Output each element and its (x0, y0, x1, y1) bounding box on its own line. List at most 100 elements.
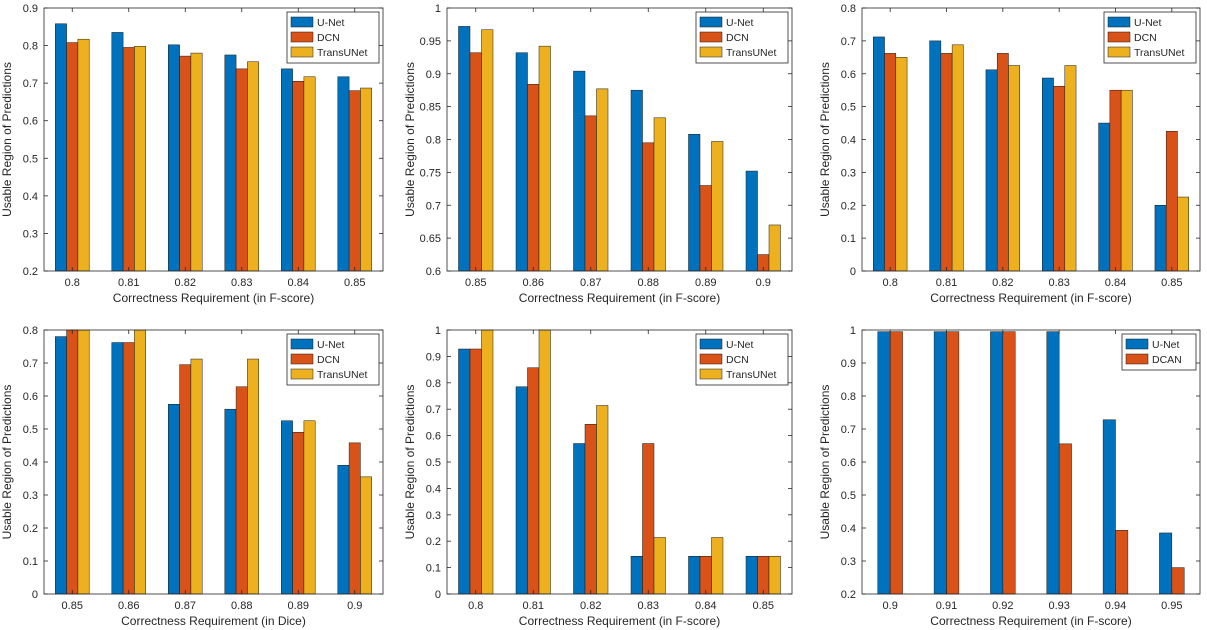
chart-3: 0 0.1 0.2 0.3 0.4 0.5 0.6 0.7 0.8 0.8 0.81 0.82 0.83… (818, 3, 1201, 305)
y-tick-label: 0.6 (841, 457, 856, 469)
bar-u-net-5 (337, 76, 350, 272)
bar-transunet-0 (895, 57, 908, 272)
y-tick-label: 0.65 (420, 233, 441, 245)
legend-swatch-dcan (1125, 353, 1149, 365)
y-tick-label: 0.4 (426, 483, 441, 495)
chart-panel-6: 0.2 0.3 0.4 0.5 0.6 0.7 0.8 0.9 1 0.9 0.91 0.92 0.93… (812, 315, 1207, 630)
bar-u-net-1 (111, 342, 124, 595)
y-tick-label: 0 (435, 589, 441, 601)
bar-transunet-1 (134, 46, 146, 272)
bar-transunet-1 (538, 45, 551, 272)
x-tick-label: 0.8 (468, 600, 483, 612)
bar-transunet-5 (768, 556, 781, 595)
legend-label-transunet: TransUNet (1134, 47, 1184, 59)
bar-dcn-0 (884, 53, 897, 272)
x-tick-label: 0.89 (695, 277, 716, 289)
y-tick-label: 0.7 (841, 424, 856, 436)
bar-u-net-0 (877, 331, 891, 595)
bar-dcn-1 (940, 53, 953, 272)
bar-u-net-5 (745, 170, 758, 272)
bar-u-net-2 (990, 331, 1004, 595)
y-tick-label: 0.8 (841, 391, 856, 403)
y-tick-label: 0.75 (420, 167, 441, 179)
bar-u-net-3 (224, 54, 237, 272)
bar-transunet-5 (1177, 196, 1189, 272)
x-tick-label: 0.84 (695, 600, 716, 612)
bar-transunet-3 (653, 537, 666, 595)
x-tick-label: 0.85 (62, 600, 83, 612)
x-tick-label: 0.87 (175, 600, 196, 612)
x-tick-label: 0.89 (288, 600, 309, 612)
bar-transunet-5 (360, 476, 372, 595)
bar-dcn-3 (1053, 85, 1066, 272)
y-tick-label: 0.7 (426, 200, 441, 212)
x-tick-label: 0.84 (1105, 277, 1126, 289)
bar-u-net-3 (630, 89, 643, 272)
bar-transunet-2 (596, 88, 609, 272)
y-tick-label: 0.7 (426, 404, 441, 416)
x-axis-title: Correctness Requirement (in F-score) (519, 614, 720, 628)
bar-transunet-0 (481, 329, 494, 595)
chart-panel-5: 0 0.1 0.2 0.3 0.4 0.5 0.6 0.7 0.8 0.9 1 0.8 0.81 0.82… (400, 315, 800, 630)
bar-u-net-1 (933, 331, 947, 595)
bar-transunet-0 (481, 29, 494, 272)
y-axis-title: Usable Region of Predictions (818, 385, 832, 540)
x-tick-label: 0.83 (231, 277, 252, 289)
y-tick-label: 0.5 (23, 153, 38, 165)
x-tick-label: 0.91 (936, 600, 957, 612)
bar-dcan-0 (889, 331, 903, 595)
x-axis-title: Correctness Requirement (in F-score) (113, 291, 314, 305)
bar-dcn-2 (584, 115, 597, 272)
bar-transunet-4 (711, 141, 724, 272)
x-tick-label: 0.87 (580, 277, 601, 289)
x-tick-label: 0.95 (1161, 600, 1182, 612)
legend-swatch-transunet (699, 46, 723, 58)
x-tick-label: 0.8 (883, 277, 898, 289)
legend-label-dcn: DCN (726, 32, 749, 44)
legend-swatch-u-net (699, 338, 723, 350)
bar-dcn-3 (642, 443, 655, 595)
bar-dcn-1 (527, 367, 540, 595)
x-tick-label: 0.9 (883, 600, 898, 612)
bar-u-net-5 (745, 556, 758, 595)
bar-u-net-0 (55, 336, 67, 595)
y-tick-label: 0.7 (23, 358, 38, 370)
legend-label-dcn: DCN (726, 354, 749, 366)
x-tick-label: 0.86 (118, 600, 139, 612)
legend-swatch-dcn (699, 31, 723, 43)
y-tick-label: 0.9 (426, 351, 441, 363)
bar-transunet-2 (596, 405, 609, 595)
bar-transunet-4 (303, 76, 316, 272)
y-tick-label: 0.1 (23, 556, 38, 568)
legend-label-transunet: TransUNet (317, 47, 367, 59)
bar-u-net-5 (337, 465, 350, 595)
x-tick-label: 0.85 (1161, 277, 1182, 289)
bar-u-net-3 (1042, 77, 1054, 272)
bar-u-net-1 (929, 40, 942, 272)
x-tick-label: 0.93 (1048, 600, 1069, 612)
y-axis-title: Usable Region of Predictions (0, 385, 14, 540)
legend-label-u-net: U-Net (1152, 339, 1180, 351)
x-tick-label: 0.82 (580, 600, 601, 612)
bar-u-net-2 (573, 443, 586, 595)
legend-label-dcn: DCN (1134, 32, 1157, 44)
x-tick-label: 0.81 (523, 600, 544, 612)
legend-swatch-dcn (699, 353, 723, 365)
bar-dcan-3 (1058, 443, 1072, 595)
legend-label-dcn: DCN (317, 32, 340, 44)
bar-dcn-5 (348, 442, 361, 595)
y-tick-label: 1 (850, 325, 856, 337)
y-tick-label: 0.8 (426, 135, 441, 147)
bar-u-net-4 (688, 133, 701, 272)
y-tick-label: 0.7 (841, 36, 856, 48)
bar-dcn-4 (292, 432, 305, 595)
legend-swatch-transunet (290, 46, 314, 58)
y-tick-label: 0 (850, 266, 856, 278)
legend-label-dcan: DCAN (1152, 354, 1182, 366)
x-tick-label: 0.92 (992, 600, 1013, 612)
bar-dcn-5 (348, 90, 361, 272)
x-axis-title: Correctness Requirement (in F-score) (930, 614, 1131, 628)
bar-u-net-0 (458, 348, 471, 595)
y-tick-label: 0.95 (420, 36, 441, 48)
legend-label-u-net: U-Net (1134, 17, 1162, 29)
